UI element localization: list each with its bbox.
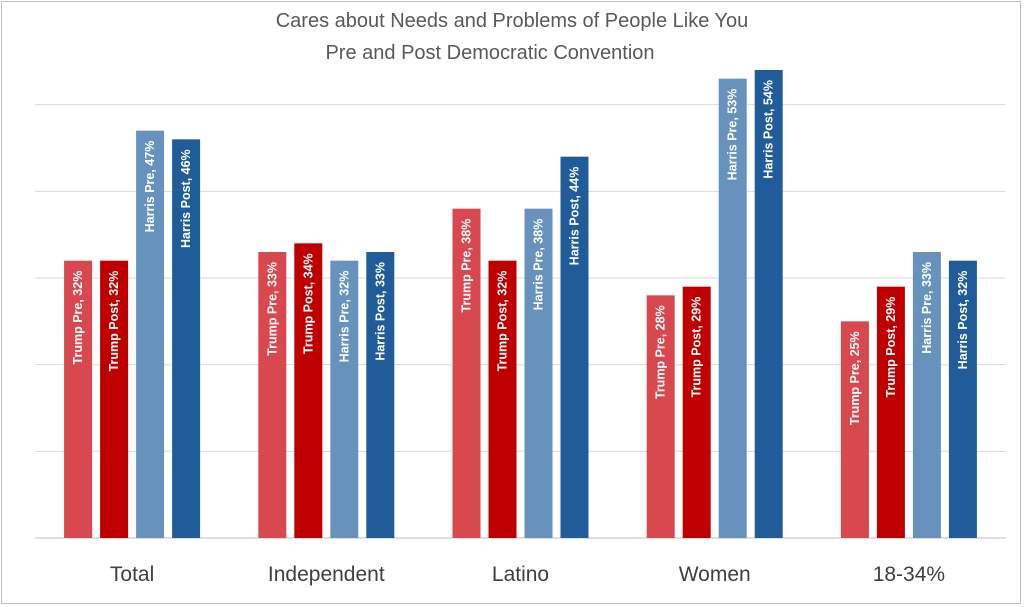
bar-data-label: Harris Post, 46%: [179, 149, 193, 248]
bar-data-label: Harris Pre, 38%: [532, 219, 546, 311]
data-labels: Trump Pre, 32% Trump Post, 32% Harris Pre,…: [71, 80, 970, 425]
bar-data-label: Trump Post, 32%: [107, 271, 121, 372]
bar-data-label: Trump Pre, 32%: [71, 271, 85, 365]
bar-data-label: Trump Post, 34%: [301, 253, 315, 354]
bar-data-label: Trump Post, 29%: [690, 297, 704, 398]
bar: [452, 208, 481, 538]
bars: [64, 70, 977, 539]
category-tick-label: Total: [110, 563, 154, 586]
bar: [524, 208, 553, 538]
bar: [682, 286, 711, 538]
bar-data-label: Harris Pre, 53%: [726, 89, 740, 181]
bar-data-label: Harris Pre, 32%: [337, 271, 351, 363]
bar: [560, 156, 589, 538]
bar: [718, 78, 747, 539]
bar: [840, 321, 869, 538]
bar: [330, 260, 359, 538]
category-tick-label: Women: [679, 563, 751, 586]
bar-data-label: Harris Pre, 33%: [920, 262, 934, 354]
bar: [948, 260, 977, 538]
bar-data-label: Trump Pre, 28%: [654, 305, 668, 399]
bar-data-label: Harris Post, 32%: [956, 271, 970, 370]
bar: [294, 243, 323, 539]
bar: [258, 252, 287, 538]
bar: [488, 260, 517, 538]
bar: [64, 260, 93, 538]
chart-title: Cares about Needs and Problems of People…: [275, 10, 749, 32]
bar-data-label: Harris Post, 44%: [568, 167, 582, 266]
category-axis: Total Independent Latino Women 18-34%: [110, 563, 945, 586]
bar-data-label: Harris Pre, 47%: [143, 141, 157, 233]
bar-data-label: Trump Pre, 25%: [848, 331, 862, 425]
bar-data-label: Trump Post, 29%: [884, 297, 898, 398]
bar: [646, 295, 675, 538]
bar: [136, 130, 165, 538]
bar-data-label: Trump Post, 32%: [496, 271, 510, 372]
chart-subtitle: Pre and Post Democratic Convention: [325, 42, 655, 64]
bar-data-label: Harris Post, 54%: [762, 80, 776, 179]
bar: [172, 139, 201, 539]
bar: [876, 286, 905, 538]
category-tick-label: Latino: [492, 563, 549, 586]
bar: [912, 252, 941, 538]
bar: [100, 260, 129, 538]
bar-data-label: Harris Post, 33%: [373, 262, 387, 361]
bar-data-label: Trump Pre, 33%: [265, 262, 279, 356]
bar: [366, 252, 395, 538]
bar: [754, 70, 783, 538]
bar-data-label: Trump Pre, 38%: [460, 219, 474, 313]
category-tick-label: Independent: [268, 563, 385, 586]
category-tick-label: 18-34%: [873, 563, 945, 586]
